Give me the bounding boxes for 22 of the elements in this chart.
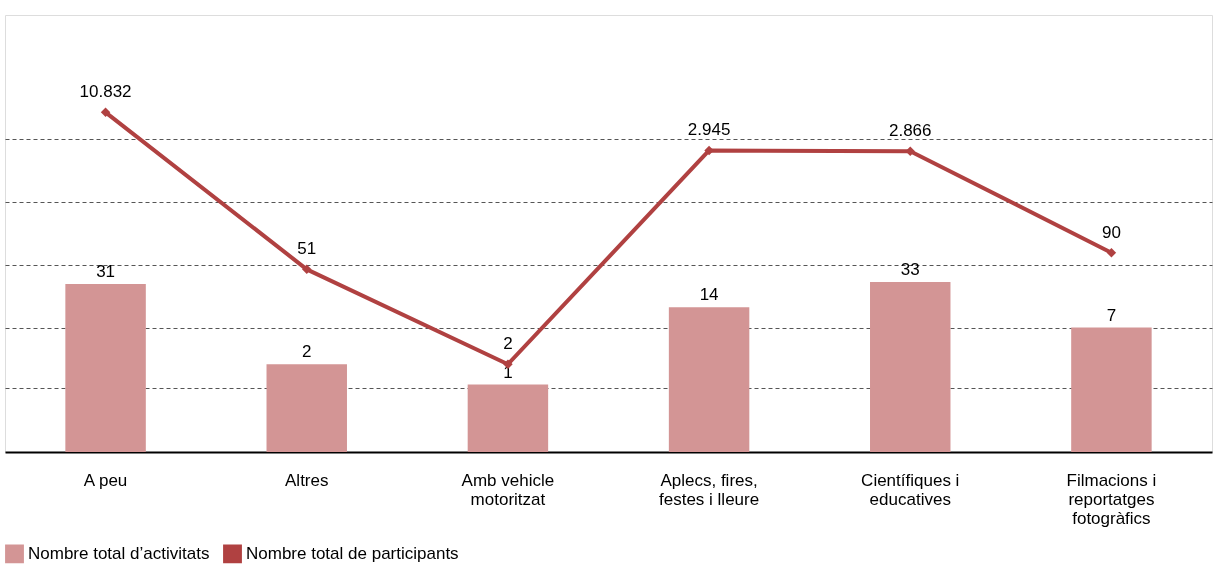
x-tick-label: Aplecs, fires, festes i lleure <box>659 470 760 509</box>
x-tick-label: Altres <box>285 470 329 490</box>
legend-label: Nombre total d’activitats <box>28 543 210 563</box>
data-label: 2 <box>503 334 513 354</box>
point <box>302 264 312 275</box>
data-label: 33 <box>900 260 920 280</box>
data-label: 2.945 <box>687 120 731 140</box>
x-tick-label: A peu <box>83 470 128 490</box>
data-label: 2 <box>302 342 312 362</box>
point <box>1106 247 1117 258</box>
x-tick-label: Filmacions i reportatges fotogràfics <box>1066 470 1157 528</box>
data-label: 14 <box>699 285 719 305</box>
data-label: 51 <box>297 239 317 259</box>
legend-label: Nombre total de participants <box>246 543 459 563</box>
data-label: 2.866 <box>888 121 932 141</box>
x-tick-label: Amb vehicle motoritzat <box>461 470 555 509</box>
data-label: 31 <box>96 261 116 281</box>
point <box>100 107 111 118</box>
data-label: 10.832 <box>79 82 132 102</box>
data-label: 7 <box>1106 305 1117 325</box>
data-label: 90 <box>1101 222 1121 242</box>
x-tick-label: Científiques i educatives <box>861 470 960 509</box>
